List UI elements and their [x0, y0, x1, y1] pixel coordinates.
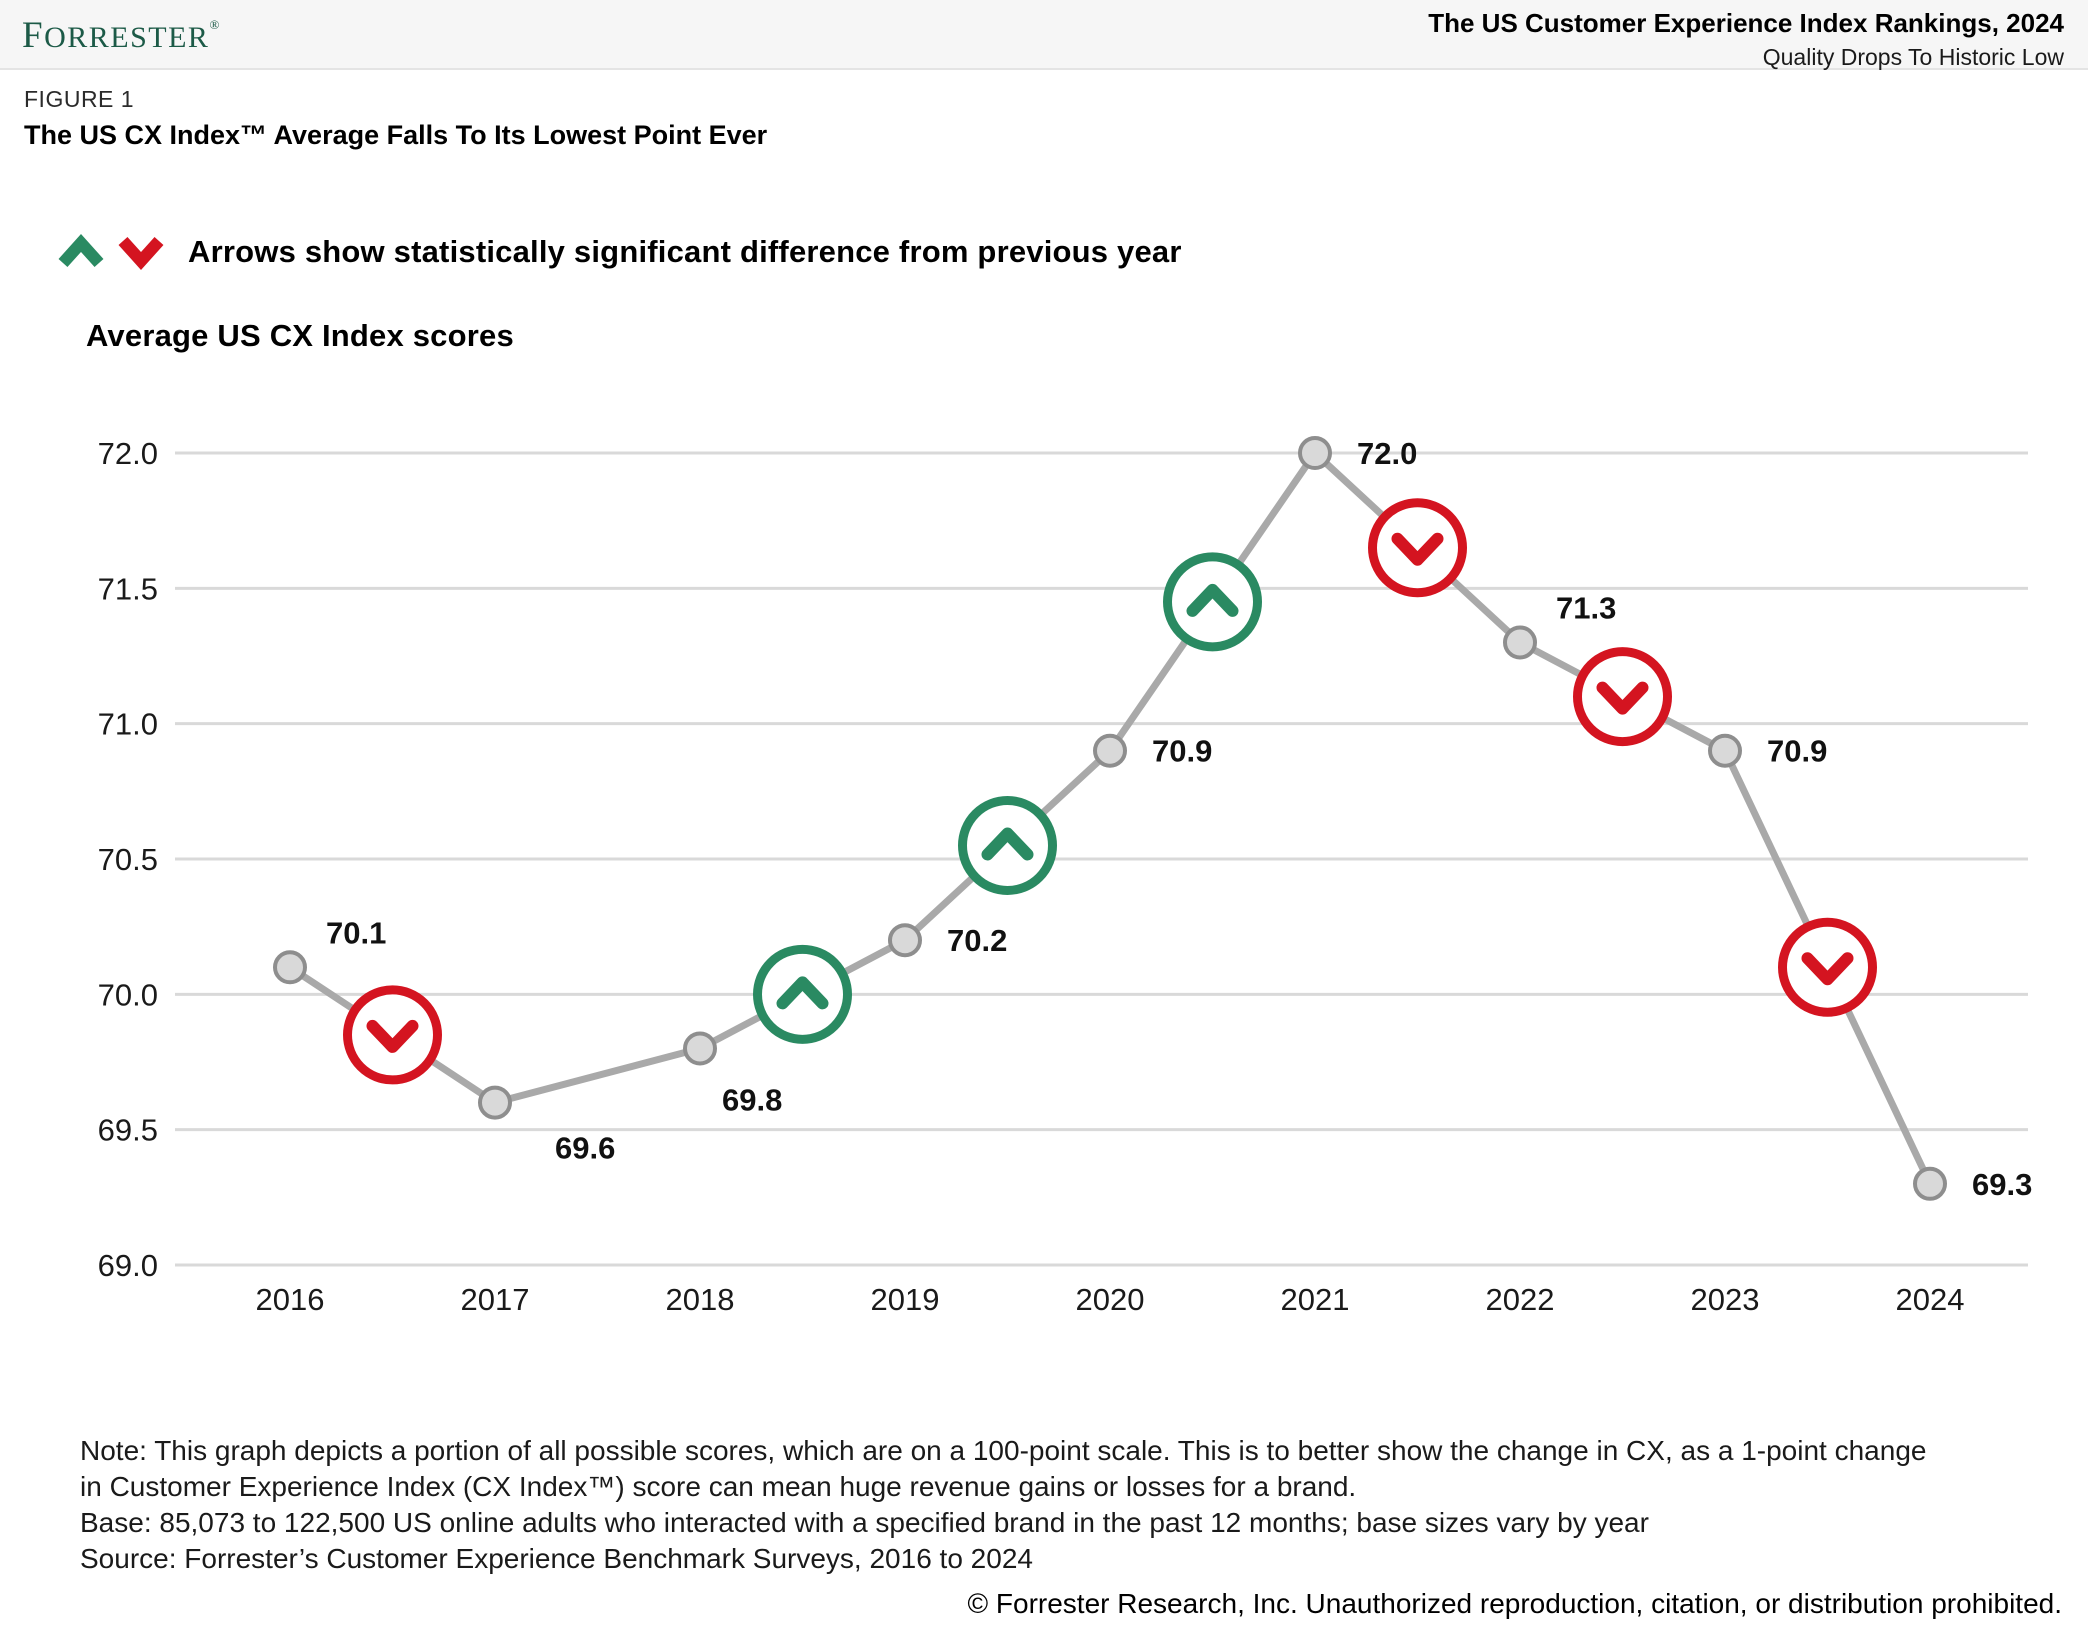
- significance-circle-down: [343, 985, 442, 1085]
- significance-chevron-up-icon: [1186, 583, 1239, 617]
- note-line-1: Note: This graph depicts a portion of al…: [80, 1435, 1927, 1466]
- significance-chevron-down-icon: [1391, 532, 1444, 566]
- y-tick-label: 69.5: [98, 1113, 158, 1148]
- forrester-logo: FORRESTER®: [22, 15, 220, 56]
- data-label: 69.3: [1972, 1167, 2032, 1202]
- significance-circle-up: [958, 795, 1057, 895]
- significance-circle-up: [1163, 552, 1262, 652]
- data-label: 72.0: [1357, 436, 1417, 471]
- y-tick-label: 72.0: [98, 436, 158, 471]
- data-label: 70.2: [947, 923, 1007, 958]
- significance-circle-down: [1573, 647, 1672, 747]
- data-point: [888, 923, 922, 958]
- significance-chevron-down-icon: [366, 1019, 419, 1053]
- data-label: 69.6: [555, 1131, 615, 1166]
- data-label: 70.9: [1767, 734, 1827, 769]
- data-point: [273, 950, 307, 985]
- report-subtitle: Quality Drops To Historic Low: [1762, 44, 2064, 70]
- x-tick-label: 2023: [1691, 1282, 1760, 1317]
- x-tick-label: 2022: [1486, 1282, 1555, 1317]
- base-line: Base: 85,073 to 122,500 US online adults…: [80, 1507, 1649, 1538]
- y-tick-label: 69.0: [98, 1248, 158, 1283]
- data-point: [1913, 1166, 1947, 1201]
- source-line: Source: Forrester’s Customer Experience …: [80, 1543, 1033, 1574]
- x-tick-label: 2020: [1076, 1282, 1145, 1317]
- chevron-up-icon: [58, 234, 104, 268]
- significance-chevron-up-icon: [981, 827, 1034, 861]
- data-point: [1093, 733, 1127, 768]
- report-heading: The US Customer Experience Index Ranking…: [1428, 8, 2064, 70]
- significance-chevron-down-icon: [1801, 952, 1854, 986]
- data-label: 71.3: [1556, 590, 1616, 625]
- y-tick-label: 71.0: [98, 707, 158, 742]
- data-label: 69.8: [722, 1082, 782, 1117]
- data-point: [683, 1031, 717, 1066]
- data-label: 70.1: [326, 915, 386, 950]
- x-tick-label: 2017: [461, 1282, 530, 1317]
- cx-index-line-chart: 72.0 71.5 71.0 70.5 70.0 69.5 69.0 2016 2017 2018…: [98, 436, 2032, 1317]
- data-label: 70.9: [1152, 734, 1212, 769]
- header-bar: FORRESTER® The US Customer Experience In…: [0, 0, 2088, 70]
- x-tick-label: 2016: [256, 1282, 325, 1317]
- x-tick-label: 2021: [1281, 1282, 1350, 1317]
- significance-circle-down: [1368, 498, 1467, 598]
- chevron-down-icon: [118, 236, 164, 270]
- copyright: © Forrester Research, Inc. Unauthorized …: [967, 1588, 2062, 1619]
- registered-mark: ®: [209, 17, 220, 32]
- y-tick-label: 70.0: [98, 977, 158, 1012]
- legend-text: Arrows show statistically significant di…: [188, 234, 1182, 269]
- series-line: [288, 447, 1934, 1186]
- report-title: The US Customer Experience Index Ranking…: [1428, 8, 2064, 38]
- x-tick-label: 2024: [1896, 1282, 1965, 1317]
- data-point: [1503, 625, 1537, 660]
- significance-legend: Arrows show statistically significant di…: [56, 226, 1182, 278]
- chart-notes: Note: This graph depicts a portion of al…: [80, 1433, 2040, 1577]
- chart-title: Average US CX Index scores: [86, 318, 514, 353]
- x-tick-label: 2019: [871, 1282, 940, 1317]
- x-tick-label: 2018: [666, 1282, 735, 1317]
- significance-circle-up: [753, 944, 852, 1044]
- y-tick-label: 70.5: [98, 842, 158, 877]
- y-tick-label: 71.5: [98, 571, 158, 606]
- data-point: [1298, 436, 1332, 470]
- logo-initial: F: [22, 15, 45, 56]
- significance-chevron-down-icon: [1596, 681, 1649, 715]
- significance-chevron-up-icon: [776, 976, 829, 1010]
- figure-label: FIGURE 1: [24, 86, 135, 112]
- figure-title: The US CX Index™ Average Falls To Its Lo…: [24, 120, 768, 150]
- significance-circle-down: [1778, 917, 1877, 1017]
- note-line-2: in Customer Experience Index (CX Index™)…: [80, 1471, 1357, 1502]
- data-point: [478, 1085, 512, 1120]
- data-point: [1708, 733, 1742, 768]
